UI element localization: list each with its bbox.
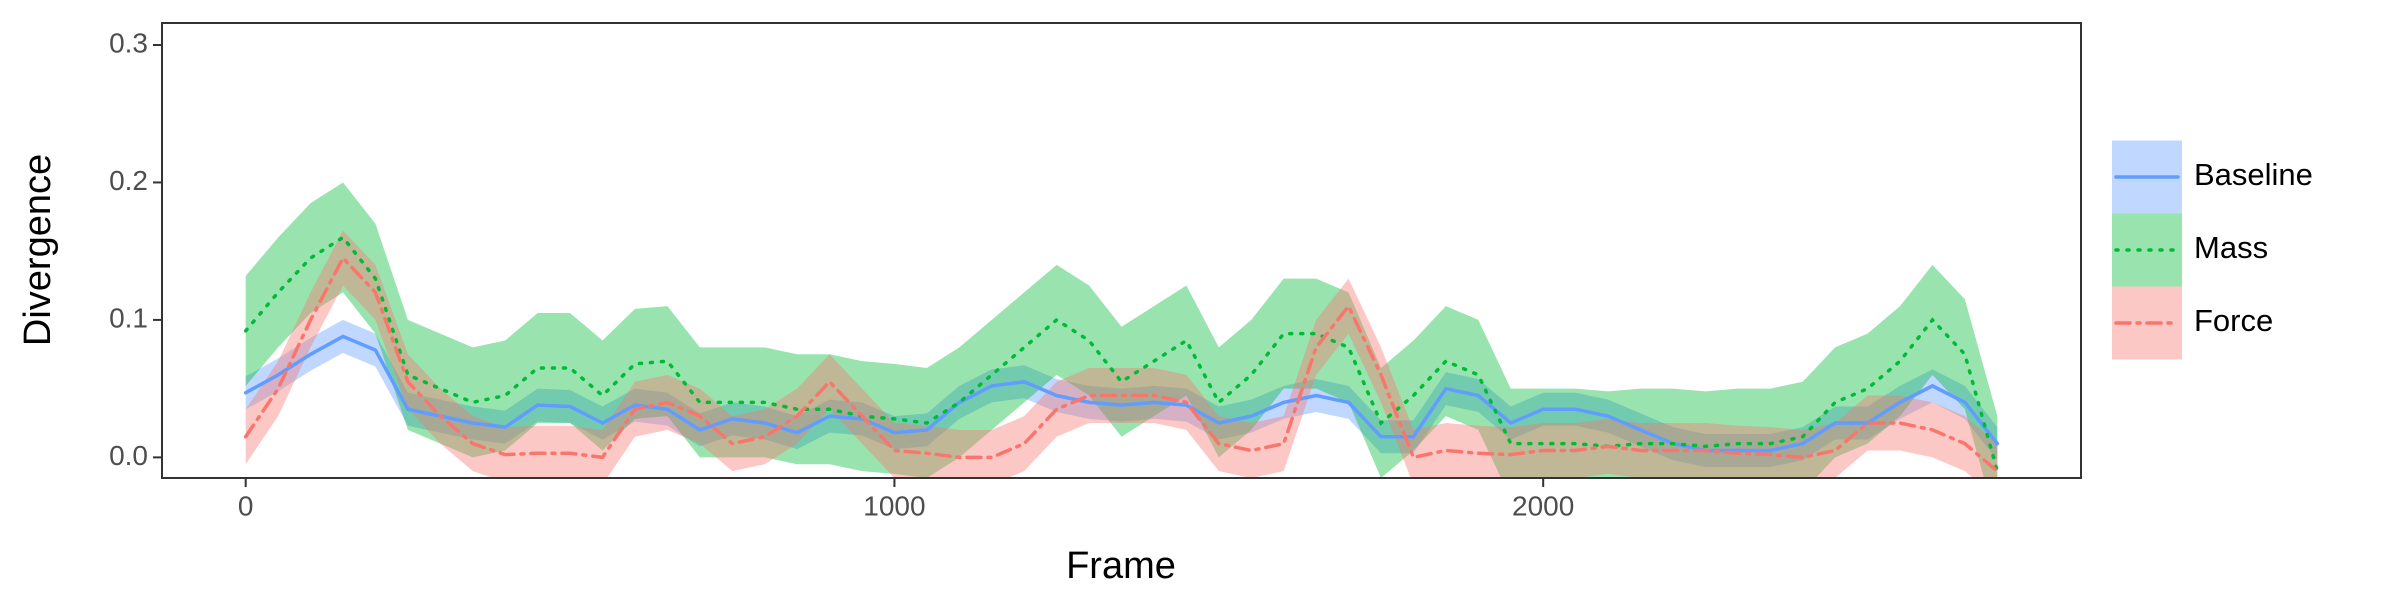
- y-tick-label: 0.1: [109, 302, 148, 333]
- confidence-band: [245, 182, 1998, 478]
- plot-area: [243, 182, 2000, 478]
- x-tick-label: 2000: [1512, 490, 1574, 521]
- y-tick-label: 0.3: [109, 27, 148, 58]
- y-axis-title: Divergence: [17, 154, 59, 346]
- series-line: [243, 255, 2000, 473]
- x-tick-label: 0: [238, 490, 254, 521]
- panel-border: [161, 22, 2082, 479]
- legend-label: Mass: [2194, 230, 2268, 265]
- y-tick-label: 0.0: [109, 440, 148, 471]
- confidence-band: [245, 319, 1998, 468]
- series-line: [243, 235, 2000, 473]
- y-tick-label: 0.2: [109, 165, 148, 196]
- x-tick-label: 1000: [863, 490, 925, 521]
- legend-label: Force: [2194, 303, 2273, 338]
- legend-label: Baseline: [2194, 157, 2313, 192]
- legend: Baseline Mass Force: [2112, 140, 2313, 360]
- x-axis-title: Frame: [1066, 545, 1176, 587]
- axes: 0.0 0.1 0.2 0.3 0 1000 2000: [109, 27, 1574, 521]
- confidence-band: [245, 230, 1998, 478]
